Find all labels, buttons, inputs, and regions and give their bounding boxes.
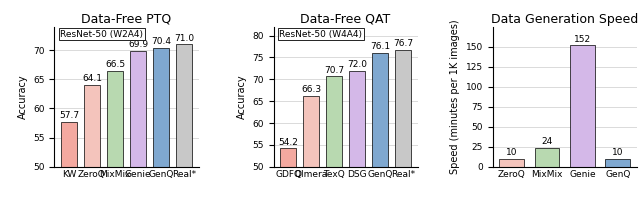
Text: ResNet-50 (W4A4): ResNet-50 (W4A4) (279, 30, 362, 39)
Bar (326, 76, 342, 167)
Bar (349, 71, 365, 167)
Text: 71.0: 71.0 (174, 34, 194, 43)
Text: 64.1: 64.1 (82, 74, 102, 83)
Bar (570, 45, 595, 167)
Bar (534, 148, 559, 167)
Bar (499, 159, 524, 167)
Bar (605, 159, 630, 167)
Text: 152: 152 (574, 35, 591, 44)
Text: 54.2: 54.2 (278, 138, 298, 147)
Title: Data-Free PTQ: Data-Free PTQ (81, 13, 172, 26)
Bar (153, 48, 169, 167)
Text: 66.5: 66.5 (105, 60, 125, 69)
Text: 10: 10 (612, 148, 623, 157)
Text: 10: 10 (506, 148, 517, 157)
Text: 57.7: 57.7 (59, 111, 79, 120)
Text: 72.0: 72.0 (347, 60, 367, 69)
Y-axis label: Speed (minutes per 1K images): Speed (minutes per 1K images) (450, 20, 460, 174)
Bar (61, 122, 77, 167)
Title: Data-Free QAT: Data-Free QAT (300, 13, 391, 26)
Bar (176, 44, 192, 167)
Text: 70.4: 70.4 (151, 37, 171, 46)
Bar (303, 96, 319, 167)
Text: 66.3: 66.3 (301, 85, 321, 94)
Bar (395, 50, 411, 167)
Bar (130, 51, 146, 167)
Text: 76.7: 76.7 (393, 39, 413, 48)
Text: 76.1: 76.1 (370, 42, 390, 51)
Text: 69.9: 69.9 (128, 40, 148, 49)
Y-axis label: Accuracy: Accuracy (237, 75, 247, 119)
Bar (84, 84, 100, 167)
Text: 70.7: 70.7 (324, 66, 344, 75)
Title: Data Generation Speed: Data Generation Speed (491, 13, 638, 26)
Y-axis label: Accuracy: Accuracy (18, 75, 28, 119)
Bar (372, 53, 388, 167)
Bar (280, 149, 296, 167)
Text: ResNet-50 (W2A4): ResNet-50 (W2A4) (60, 30, 143, 39)
Text: 24: 24 (541, 137, 552, 146)
Bar (107, 70, 123, 167)
